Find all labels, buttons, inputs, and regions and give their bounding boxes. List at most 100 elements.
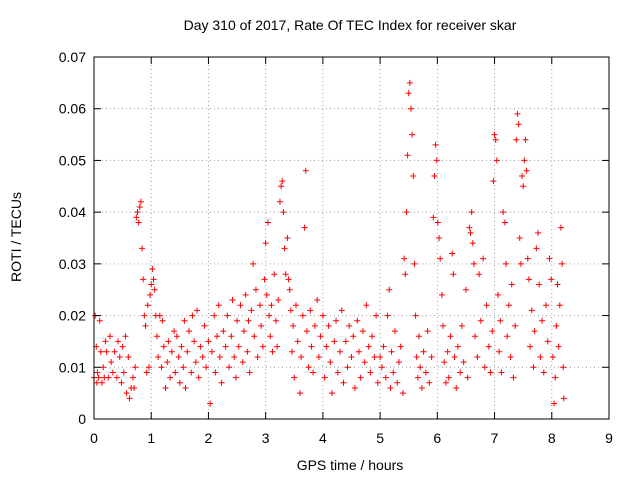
data-point [531, 328, 538, 335]
data-point [507, 353, 514, 360]
data-point [357, 374, 364, 381]
data-point [554, 281, 561, 288]
data-point [311, 322, 318, 329]
data-point [397, 343, 404, 350]
data-point [401, 255, 408, 262]
data-point [143, 369, 150, 376]
data-point [159, 317, 166, 324]
data-point [354, 317, 361, 324]
data-point [519, 172, 526, 179]
data-point [464, 374, 471, 381]
data-point [197, 343, 204, 350]
data-point [462, 286, 469, 293]
data-point [497, 317, 504, 324]
data-point [528, 307, 535, 314]
data-point [517, 260, 524, 267]
data-point [516, 235, 523, 241]
data-point [468, 209, 475, 216]
data-point [122, 333, 129, 340]
data-point [229, 297, 236, 304]
data-point [410, 172, 417, 179]
data-point [133, 214, 140, 221]
data-point [319, 312, 326, 319]
data-point [551, 400, 558, 407]
data-point [504, 333, 511, 340]
y-tick-label: 0 [78, 411, 86, 427]
data-point [355, 348, 362, 355]
y-tick-label: 0.06 [59, 101, 86, 117]
data-point [512, 322, 519, 329]
data-point [288, 348, 295, 355]
data-point [240, 328, 247, 335]
data-point [546, 255, 553, 262]
data-point [333, 317, 340, 324]
data-point [303, 328, 310, 335]
x-tick-label: 4 [319, 430, 327, 446]
data-point [93, 379, 100, 386]
data-point [267, 333, 274, 340]
data-point [205, 338, 212, 345]
data-point [434, 219, 441, 226]
data-point [135, 219, 142, 226]
data-point [286, 286, 293, 293]
data-point [173, 333, 180, 340]
data-point [226, 364, 233, 371]
data-point [474, 353, 481, 360]
data-point [145, 364, 152, 371]
data-point [167, 374, 174, 381]
data-point [261, 276, 268, 283]
data-point [284, 235, 291, 241]
data-point [266, 312, 273, 319]
data-point [537, 353, 544, 360]
data-point [271, 271, 278, 278]
data-point [340, 379, 347, 386]
data-point [291, 374, 298, 381]
data-point [181, 317, 188, 324]
data-point [184, 348, 191, 355]
data-point [276, 198, 283, 205]
data-point [155, 353, 162, 360]
data-point [95, 374, 102, 381]
data-point [417, 364, 424, 371]
data-point [420, 348, 427, 355]
data-point [194, 307, 200, 314]
data-point [189, 312, 196, 319]
data-point [384, 312, 391, 319]
data-point [278, 183, 285, 190]
data-point [548, 276, 555, 283]
data-point [308, 343, 315, 350]
data-point [211, 312, 218, 319]
data-point [263, 291, 270, 298]
data-point [299, 312, 306, 319]
data-point [387, 384, 394, 391]
data-point [151, 286, 158, 293]
data-point [395, 359, 402, 366]
data-point [409, 131, 416, 138]
data-point [430, 214, 437, 221]
data-point [361, 359, 368, 366]
x-tick-label: 7 [491, 430, 499, 446]
data-point [525, 276, 532, 283]
data-point [123, 390, 130, 397]
data-point [140, 276, 147, 283]
data-point [422, 369, 429, 376]
data-point [386, 286, 393, 293]
data-point [208, 348, 215, 355]
data-point [136, 203, 143, 210]
data-point [501, 219, 508, 226]
data-point [160, 343, 167, 350]
data-point [141, 312, 148, 319]
data-point [314, 297, 321, 304]
data-point [251, 333, 258, 340]
data-point [494, 291, 501, 298]
data-point [258, 322, 265, 329]
data-point [182, 384, 189, 391]
data-point [107, 333, 114, 340]
data-point [165, 338, 172, 345]
data-point [469, 240, 476, 247]
data-point [557, 224, 564, 231]
data-point [259, 343, 266, 350]
data-point [132, 364, 139, 371]
data-point [521, 157, 528, 164]
data-point [147, 291, 154, 298]
